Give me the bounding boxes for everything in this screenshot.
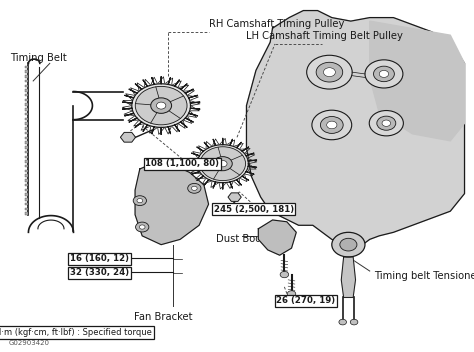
Text: 32 (330, 24): 32 (330, 24) xyxy=(70,268,129,277)
Circle shape xyxy=(110,268,122,276)
Bar xyxy=(26,118,28,120)
Bar xyxy=(26,94,28,96)
Circle shape xyxy=(316,62,343,82)
Circle shape xyxy=(379,70,389,77)
Circle shape xyxy=(156,102,166,109)
Circle shape xyxy=(323,68,336,77)
Bar xyxy=(26,165,28,168)
Polygon shape xyxy=(228,193,241,201)
Bar xyxy=(26,160,28,163)
Polygon shape xyxy=(370,21,465,141)
Bar xyxy=(26,99,28,101)
Bar xyxy=(26,170,28,172)
Text: Fan Bracket: Fan Bracket xyxy=(134,312,193,321)
Circle shape xyxy=(374,66,394,82)
Text: 245 (2,500, 181): 245 (2,500, 181) xyxy=(213,205,294,214)
Bar xyxy=(26,75,28,77)
Circle shape xyxy=(139,225,145,229)
Circle shape xyxy=(307,55,352,89)
Bar xyxy=(26,132,28,134)
Bar xyxy=(26,113,28,115)
Circle shape xyxy=(219,161,227,167)
Text: G02903420: G02903420 xyxy=(9,340,49,346)
Circle shape xyxy=(110,253,122,262)
Circle shape xyxy=(287,291,296,297)
Circle shape xyxy=(312,110,352,140)
Circle shape xyxy=(136,222,149,232)
Text: RH Camshaft Timing Pulley: RH Camshaft Timing Pulley xyxy=(209,19,344,29)
Bar xyxy=(26,141,28,144)
Bar xyxy=(26,127,28,130)
Bar xyxy=(26,146,28,149)
Circle shape xyxy=(188,183,201,193)
Polygon shape xyxy=(341,257,356,297)
Circle shape xyxy=(191,186,197,190)
Circle shape xyxy=(213,157,232,171)
Text: Dust Boot: Dust Boot xyxy=(216,234,265,244)
Circle shape xyxy=(382,120,391,126)
Bar xyxy=(26,103,28,106)
Bar xyxy=(26,65,28,68)
Bar xyxy=(26,84,28,87)
Polygon shape xyxy=(135,162,209,245)
Circle shape xyxy=(200,147,246,181)
Bar xyxy=(26,198,28,201)
Bar xyxy=(26,203,28,205)
Circle shape xyxy=(377,116,396,130)
Circle shape xyxy=(320,117,343,133)
Bar xyxy=(26,122,28,125)
Text: Timing belt Tensioner: Timing belt Tensioner xyxy=(374,271,474,281)
Text: 26 (270, 19): 26 (270, 19) xyxy=(276,296,335,306)
Circle shape xyxy=(340,238,357,251)
Bar xyxy=(26,184,28,186)
Circle shape xyxy=(114,256,118,259)
Circle shape xyxy=(332,232,365,257)
Circle shape xyxy=(114,270,118,274)
Bar xyxy=(26,193,28,196)
Bar xyxy=(26,156,28,158)
Circle shape xyxy=(137,199,143,203)
Bar xyxy=(26,179,28,182)
Text: LH Camshaft Timing Belt Pulley: LH Camshaft Timing Belt Pulley xyxy=(246,31,403,41)
Text: 16 (160, 12): 16 (160, 12) xyxy=(70,254,129,263)
Bar xyxy=(26,137,28,139)
Bar xyxy=(26,189,28,191)
Bar xyxy=(26,212,28,215)
Polygon shape xyxy=(197,145,248,183)
Circle shape xyxy=(133,196,146,206)
Circle shape xyxy=(280,271,289,278)
Bar xyxy=(26,175,28,177)
Bar xyxy=(26,70,28,73)
Bar xyxy=(26,108,28,111)
Circle shape xyxy=(151,98,172,113)
Polygon shape xyxy=(120,132,136,142)
Circle shape xyxy=(365,60,403,88)
Polygon shape xyxy=(132,84,191,127)
Text: 108 (1,100, 80): 108 (1,100, 80) xyxy=(146,159,219,168)
Circle shape xyxy=(327,121,337,129)
Circle shape xyxy=(339,319,346,325)
Polygon shape xyxy=(246,11,465,246)
Bar xyxy=(26,89,28,92)
Bar xyxy=(26,208,28,210)
Circle shape xyxy=(350,319,358,325)
Polygon shape xyxy=(258,220,296,255)
Bar xyxy=(26,80,28,82)
Circle shape xyxy=(135,86,187,125)
Text: N·m (kgf·cm, ft·lbf) : Specified torque: N·m (kgf·cm, ft·lbf) : Specified torque xyxy=(0,328,152,337)
Bar xyxy=(26,151,28,153)
Text: Timing Belt: Timing Belt xyxy=(10,54,67,63)
Circle shape xyxy=(369,111,403,136)
